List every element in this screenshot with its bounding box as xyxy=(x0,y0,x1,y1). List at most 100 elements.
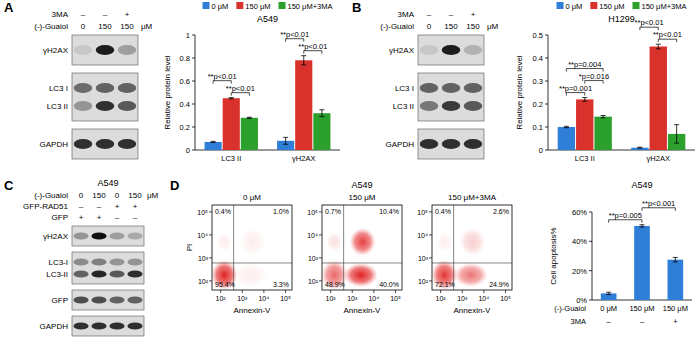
header-cell: + xyxy=(125,10,130,19)
bar xyxy=(634,226,650,300)
x-tick xyxy=(373,290,374,293)
y-tick xyxy=(589,212,592,213)
y-tick xyxy=(209,234,212,235)
error-line xyxy=(676,125,677,143)
x-tick xyxy=(462,290,463,293)
band-label: GAPDH xyxy=(386,140,415,149)
legend-swatch xyxy=(236,2,243,9)
band xyxy=(74,45,92,55)
y-tick xyxy=(319,211,322,212)
error-bar xyxy=(229,98,234,99)
legend: 0 μM150 μM150 μM+3MA xyxy=(557,2,687,11)
band xyxy=(109,296,124,303)
row-label: 3MA xyxy=(571,317,586,326)
quadrant-label: 48.9% xyxy=(325,281,345,288)
gate-line xyxy=(212,262,292,263)
band xyxy=(420,139,438,149)
header-cell: – xyxy=(103,10,108,19)
panel-letter: A xyxy=(4,0,14,15)
error-cap xyxy=(637,148,642,149)
y-tick xyxy=(319,257,322,258)
bar xyxy=(558,127,575,150)
band xyxy=(118,101,136,111)
significance-bracket xyxy=(609,220,642,223)
y-tick xyxy=(192,150,195,151)
band xyxy=(442,45,460,55)
y-tick-label: 10⁴ xyxy=(417,232,428,239)
band-label: LC3 I xyxy=(395,84,414,93)
error-cap xyxy=(656,44,661,45)
significance-bracket xyxy=(213,81,231,84)
header-cell: – xyxy=(449,10,454,19)
panel-letter: C xyxy=(4,178,14,193)
y-tick-label: 0.6 xyxy=(180,77,190,86)
y-tick-label: 0 xyxy=(186,146,190,155)
error-bar xyxy=(283,137,288,144)
row-cell: – xyxy=(640,317,645,326)
header-cell: + xyxy=(133,202,138,211)
y-tick xyxy=(545,35,548,36)
y-tick xyxy=(209,257,212,258)
band xyxy=(73,322,88,329)
x-axis-label: Annexin-V xyxy=(234,306,272,315)
error-cap xyxy=(673,257,678,258)
error-line xyxy=(321,110,322,117)
header-cell: – xyxy=(115,213,120,222)
y-tick-label: 10⁵ xyxy=(197,209,208,216)
significance-label: **p=0.004 xyxy=(568,60,601,69)
error-cap xyxy=(247,117,252,118)
y-tick xyxy=(589,241,592,242)
error-cap xyxy=(673,261,678,262)
header-cell: 150 xyxy=(92,191,106,200)
significance-bracket xyxy=(585,81,603,84)
legend-label: 0 μM xyxy=(566,2,583,11)
band xyxy=(96,101,114,111)
x-tick-label: γH2AX xyxy=(647,154,670,163)
band-label: GFP xyxy=(52,296,68,305)
header-label: 3MA xyxy=(52,10,69,19)
y-tick-label: 10² xyxy=(308,278,319,285)
band-label: LC3 II xyxy=(393,102,414,111)
error-bar xyxy=(656,44,661,49)
band xyxy=(91,296,106,303)
event-cloud xyxy=(240,228,266,256)
bar xyxy=(594,117,611,150)
event-cloud xyxy=(436,232,452,252)
y-tick xyxy=(545,127,548,128)
header-cell: – xyxy=(97,202,102,211)
x-tick xyxy=(395,290,396,293)
bar xyxy=(576,99,593,150)
header-cell: 0 xyxy=(115,191,120,200)
header-label: GFP xyxy=(52,213,68,222)
x-tick-label: 10² xyxy=(326,295,337,302)
y-axis-label: Relative protein level xyxy=(515,55,524,129)
chart-title: H1299 xyxy=(608,14,635,24)
quadrant-label: 24.9% xyxy=(489,281,509,288)
significance-bracket xyxy=(658,39,676,42)
header-label: (-)-Guaiol xyxy=(380,22,414,31)
plot-area xyxy=(601,225,683,300)
error-bar xyxy=(564,126,569,127)
y-tick xyxy=(192,81,195,82)
header-label: (-)-Guaiol xyxy=(34,191,68,200)
error-bar xyxy=(606,292,611,294)
error-cap xyxy=(674,124,679,125)
x-axis-label: Annexin-V xyxy=(454,306,492,315)
header-unit: μM xyxy=(141,22,153,31)
header-cell: 150 xyxy=(444,22,458,31)
x-tick-label: 150 μM xyxy=(663,304,688,313)
blot-membrane xyxy=(72,226,144,246)
band xyxy=(96,83,114,93)
band xyxy=(109,270,124,277)
significance-label: **p<0.01 xyxy=(635,18,664,27)
error-cap xyxy=(319,116,324,117)
legend-label: 0 μM xyxy=(212,2,229,11)
y-tick-label: 10² xyxy=(418,278,429,285)
y-tick xyxy=(545,58,548,59)
significance-label: *p=0.016 xyxy=(579,72,609,81)
plot-area xyxy=(322,205,402,290)
x-tick xyxy=(352,290,353,293)
error-line xyxy=(303,56,304,65)
chart-title: A549 xyxy=(631,180,652,190)
header-cell: – xyxy=(133,213,138,222)
